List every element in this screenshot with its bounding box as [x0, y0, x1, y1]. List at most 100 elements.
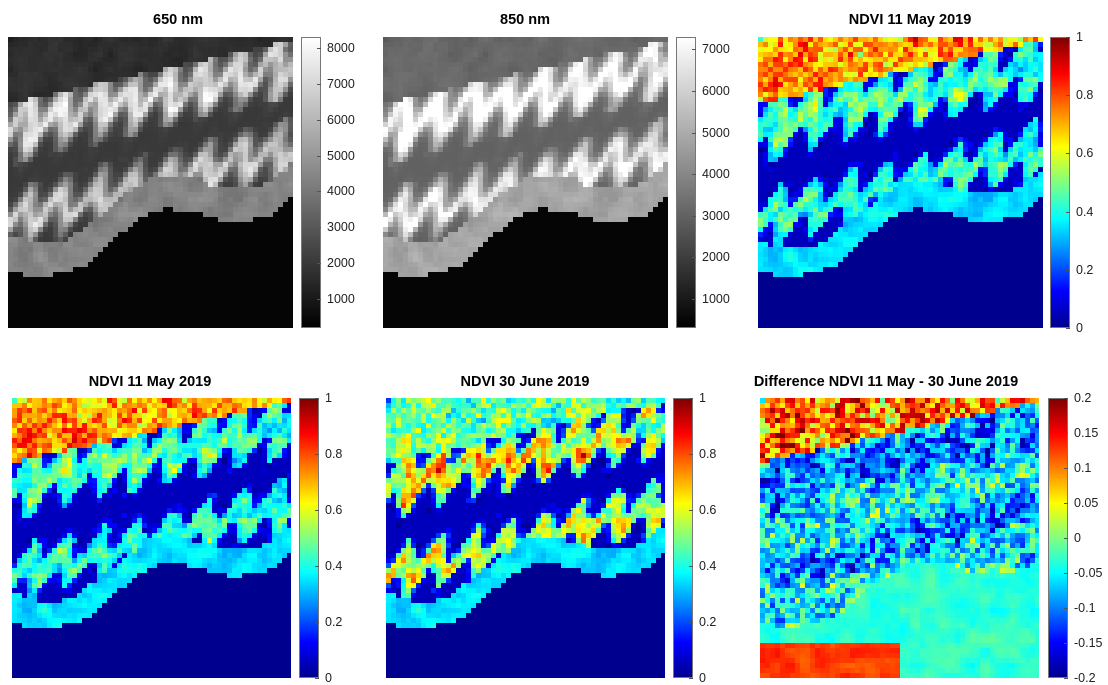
colorbar-tick-mark	[1064, 678, 1068, 679]
colorbar-tick-mark	[689, 398, 693, 399]
colorbar-ndvi-may: 1 0.8 0.6 0.4 0.2 0	[299, 391, 342, 685]
colorbar-tick-label: -0.05	[1074, 566, 1103, 580]
image-raster	[8, 37, 293, 328]
colorbar-tick-mark	[317, 263, 321, 264]
colorbar-tick-mark	[315, 398, 319, 399]
colorbar-tick-label: 1	[325, 391, 332, 405]
colorbar-tick-mark	[689, 566, 693, 567]
colorbar-tick-mark	[1064, 608, 1068, 609]
colorbar-tick-mark	[1064, 573, 1068, 574]
colorbar-tick-mark	[692, 91, 696, 92]
colorbar-tick-label: 0.8	[699, 447, 717, 461]
colorbar-tick-label: 4000	[327, 184, 355, 199]
colorbar-tick-mark	[317, 227, 321, 228]
image-raster	[758, 37, 1043, 328]
image-ndvi-may	[12, 398, 291, 678]
colorbar-tick-mark	[1066, 153, 1070, 154]
colorbar-tick-label: 7000	[702, 42, 730, 57]
colorbar-tick-label: 0.6	[699, 503, 717, 517]
colorbar-650nm: 8000 7000 6000 5000 4000 3000 2000 1000	[301, 37, 355, 328]
colorbar-tick-mark	[692, 257, 696, 258]
colorbar-850nm: 7000 6000 5000 4000 3000 2000 1000	[676, 37, 730, 328]
colorbar-tick-mark	[1064, 503, 1068, 504]
panel-2-title: 850 nm	[500, 12, 550, 28]
colorbar-tick-mark	[317, 156, 321, 157]
colorbar-tick-mark	[315, 622, 319, 623]
colorbar-tick-label: 0.2	[1074, 391, 1092, 405]
colorbar-gradient	[301, 37, 321, 328]
colorbar-tick-label: 0.4	[1076, 204, 1094, 219]
colorbar-tick-label: 6000	[327, 112, 355, 127]
colorbar-tick-mark	[1064, 643, 1068, 644]
colorbar-tick-mark	[1066, 95, 1070, 96]
colorbar-tick-mark	[1064, 468, 1068, 469]
colorbar-tick-mark	[689, 454, 693, 455]
colorbar-tick-label: 1000	[327, 292, 355, 307]
colorbar-tick-mark	[1066, 37, 1070, 38]
image-650nm	[8, 37, 293, 328]
colorbar-tick-mark	[315, 566, 319, 567]
colorbar-tick-label: -0.1	[1074, 601, 1096, 615]
colorbar-tick-mark	[692, 49, 696, 50]
colorbar-tick-label: 0.6	[1076, 146, 1094, 161]
colorbar-tick-label: 1	[699, 391, 706, 405]
colorbar-tick-mark	[315, 454, 319, 455]
colorbar-tick-label: 7000	[327, 76, 355, 91]
colorbar-tick-label: 1	[1076, 30, 1083, 44]
colorbar-tick-label: 0.4	[699, 559, 717, 573]
colorbar-tick-mark	[692, 133, 696, 134]
colorbar-tick-label: 2000	[327, 256, 355, 271]
colorbar-ndvi-june: 1 0.8 0.6 0.4 0.2 0	[673, 391, 716, 685]
colorbar-tick-mark	[689, 510, 693, 511]
colorbar-tick-label: 3000	[702, 208, 730, 223]
colorbar-tick-label: 0.2	[1076, 262, 1094, 277]
colorbar-tick-mark	[1064, 398, 1068, 399]
colorbar-tick-label: 0.6	[325, 503, 343, 517]
colorbar-tick-mark	[1064, 433, 1068, 434]
colorbar-tick-mark	[692, 216, 696, 217]
colorbar-tick-mark	[317, 191, 321, 192]
colorbar-tick-label: 2000	[702, 250, 730, 265]
image-raster	[12, 398, 291, 678]
colorbar-gradient	[676, 37, 696, 328]
colorbar-tick-label: 0	[1076, 321, 1083, 335]
image-850nm	[383, 37, 668, 328]
colorbar-gradient	[1050, 37, 1070, 328]
panel-6-title: Difference NDVI 11 May - 30 June 2019	[753, 374, 1019, 390]
colorbar-tick-label: 0.1	[1074, 461, 1092, 475]
colorbar-tick-label: 1000	[702, 291, 730, 306]
colorbar-tick-mark	[692, 299, 696, 300]
colorbar-tick-label: 6000	[702, 84, 730, 99]
image-ndvi-may-top	[758, 37, 1043, 328]
colorbar-tick-mark	[689, 622, 693, 623]
colorbar-tick-label: 3000	[327, 220, 355, 235]
colorbar-tick-mark	[317, 84, 321, 85]
colorbar-tick-label: -0.2	[1074, 671, 1096, 685]
colorbar-ndvi-may-top: 1 0.8 0.6 0.4 0.2 0	[1050, 30, 1093, 335]
panel-4-title: NDVI 11 May 2019	[88, 374, 212, 390]
colorbar-tick-label: 0	[699, 671, 706, 685]
colorbar-tick-mark	[1066, 328, 1070, 329]
image-raster	[386, 398, 665, 678]
colorbar-tick-mark	[317, 299, 321, 300]
colorbar-tick-label: 0.8	[325, 447, 343, 461]
colorbar-ndvi-difference: 0.2 0.15 0.1 0.05 0 -0.05 -0.1 -0.15 -0.2	[1048, 391, 1103, 685]
colorbar-tick-label: 0	[1074, 531, 1081, 545]
colorbar-tick-mark	[315, 510, 319, 511]
colorbar-tick-label: -0.15	[1074, 636, 1103, 650]
colorbar-tick-label: 0.8	[1076, 88, 1094, 103]
colorbar-tick-mark	[1064, 538, 1068, 539]
colorbar-tick-label: 0.05	[1074, 496, 1099, 510]
colorbar-tick-label: 0.2	[325, 615, 343, 629]
image-ndvi-june	[386, 398, 665, 678]
image-raster	[760, 398, 1039, 678]
panel-5-title: NDVI 30 June 2019	[460, 374, 590, 390]
colorbar-tick-label: 0	[325, 671, 332, 685]
colorbar-tick-mark	[1066, 270, 1070, 271]
panel-1-title: 650 nm	[153, 12, 203, 28]
colorbar-tick-mark	[1066, 212, 1070, 213]
colorbar-tick-label: 0.4	[325, 559, 343, 573]
colorbar-tick-mark	[689, 678, 693, 679]
colorbar-gradient	[673, 398, 693, 678]
colorbar-tick-label: 0.15	[1074, 426, 1099, 440]
